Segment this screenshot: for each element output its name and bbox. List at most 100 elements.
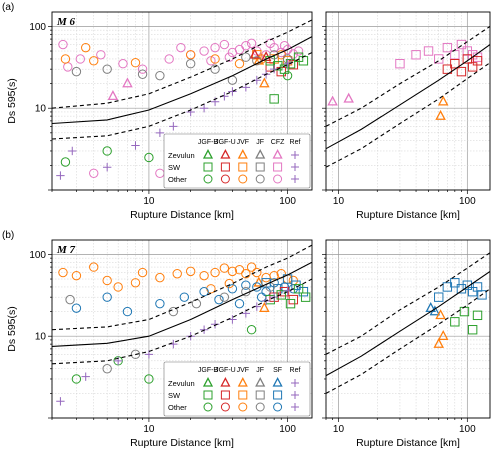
legend-marker (203, 402, 213, 412)
data-point (155, 168, 165, 179)
data-point (450, 278, 460, 288)
bound-curve (52, 244, 312, 331)
data-point (265, 38, 275, 49)
data-point (89, 168, 99, 179)
data-point (434, 54, 444, 64)
legend-row-label: SW (168, 391, 181, 400)
data-point (298, 56, 309, 66)
data-point (252, 56, 262, 66)
series (435, 95, 449, 120)
data-point (234, 58, 245, 69)
data-point (437, 329, 449, 341)
data-point (435, 309, 446, 320)
data-point (227, 284, 238, 294)
legend-marker (272, 149, 283, 159)
data-point (179, 292, 190, 302)
data-point (89, 262, 99, 272)
data-point (210, 320, 220, 329)
panel-1: 10 10 100 100 10 100 Rupture Distance [km] Rupt… (2, 230, 491, 449)
data-point (293, 284, 304, 294)
data-point (206, 56, 216, 66)
legend-marker (220, 174, 230, 184)
series (433, 309, 449, 348)
legend-marker (220, 390, 230, 400)
legend-marker (238, 174, 248, 184)
y-axis-label: Ds 595(s) (6, 306, 18, 352)
data-point (199, 270, 209, 281)
data-point (210, 64, 220, 74)
data-point (60, 54, 71, 64)
data-point (155, 272, 165, 283)
data-point (472, 52, 483, 62)
data-point (71, 303, 82, 313)
data-point (276, 290, 286, 300)
data-point (241, 269, 251, 279)
legend-marker (203, 390, 213, 400)
data-point (155, 70, 165, 81)
bound-curve (52, 278, 312, 365)
data-point (137, 267, 148, 278)
data-point (234, 44, 245, 55)
data-point (241, 280, 251, 290)
legend-box (163, 361, 311, 417)
data-point (261, 272, 271, 283)
data-point (60, 157, 71, 167)
series (327, 92, 354, 106)
legend-marker (273, 174, 283, 184)
data-point (144, 374, 154, 384)
data-point (199, 286, 209, 297)
x-tick-label: 100 (279, 196, 296, 207)
data-point (164, 54, 174, 64)
bound-curve (326, 288, 490, 394)
left-axes-frame (51, 11, 313, 191)
data-point (155, 128, 165, 138)
legend-row-label: Zevulun (168, 379, 195, 388)
data-point (279, 41, 290, 51)
y-axis-label: Ds 595(s) (6, 78, 18, 124)
data-point (63, 62, 73, 72)
panel-label: (a) (2, 2, 14, 13)
series (253, 276, 270, 312)
data-point (176, 42, 186, 53)
median-curve (52, 261, 312, 347)
legend-column-label: Ref (290, 367, 301, 374)
data-point (256, 292, 267, 302)
data-point (395, 58, 405, 69)
data-point (234, 298, 245, 309)
data-point (442, 64, 453, 74)
legend-marker (202, 377, 214, 387)
left-axes-frame (51, 239, 313, 419)
data-point (435, 109, 446, 120)
data-point (219, 292, 230, 302)
data-point (81, 372, 90, 381)
y-tick-label: 10 (35, 332, 47, 343)
data-point (71, 270, 82, 281)
data-point (102, 146, 112, 156)
legend-row-label: Other (168, 175, 187, 184)
legend-column-label: JGF-U (215, 139, 236, 146)
x-tick-label: 10 (333, 196, 345, 207)
data-point (210, 42, 220, 53)
data-point (472, 56, 483, 66)
data-point (130, 278, 141, 288)
legend-marker (238, 162, 248, 172)
data-point (96, 50, 106, 60)
legend-marker (202, 149, 214, 159)
x-axis-label: Rupture Distance [km] (356, 437, 460, 449)
legend-column-label: JVF (237, 367, 249, 374)
x-tick-label: 100 (279, 424, 296, 435)
legend-row-label: Zevulun (168, 151, 195, 160)
panel-label: (b) (2, 230, 14, 241)
data-point (259, 77, 270, 88)
data-point (71, 374, 82, 384)
bound-curve (326, 62, 490, 168)
data-point (343, 92, 354, 103)
legend-column-label: JGF-U (215, 367, 236, 374)
data-point (462, 54, 473, 64)
data-point (113, 282, 123, 292)
data-point (102, 275, 112, 286)
data-point (227, 266, 238, 277)
legend-box (163, 133, 311, 189)
